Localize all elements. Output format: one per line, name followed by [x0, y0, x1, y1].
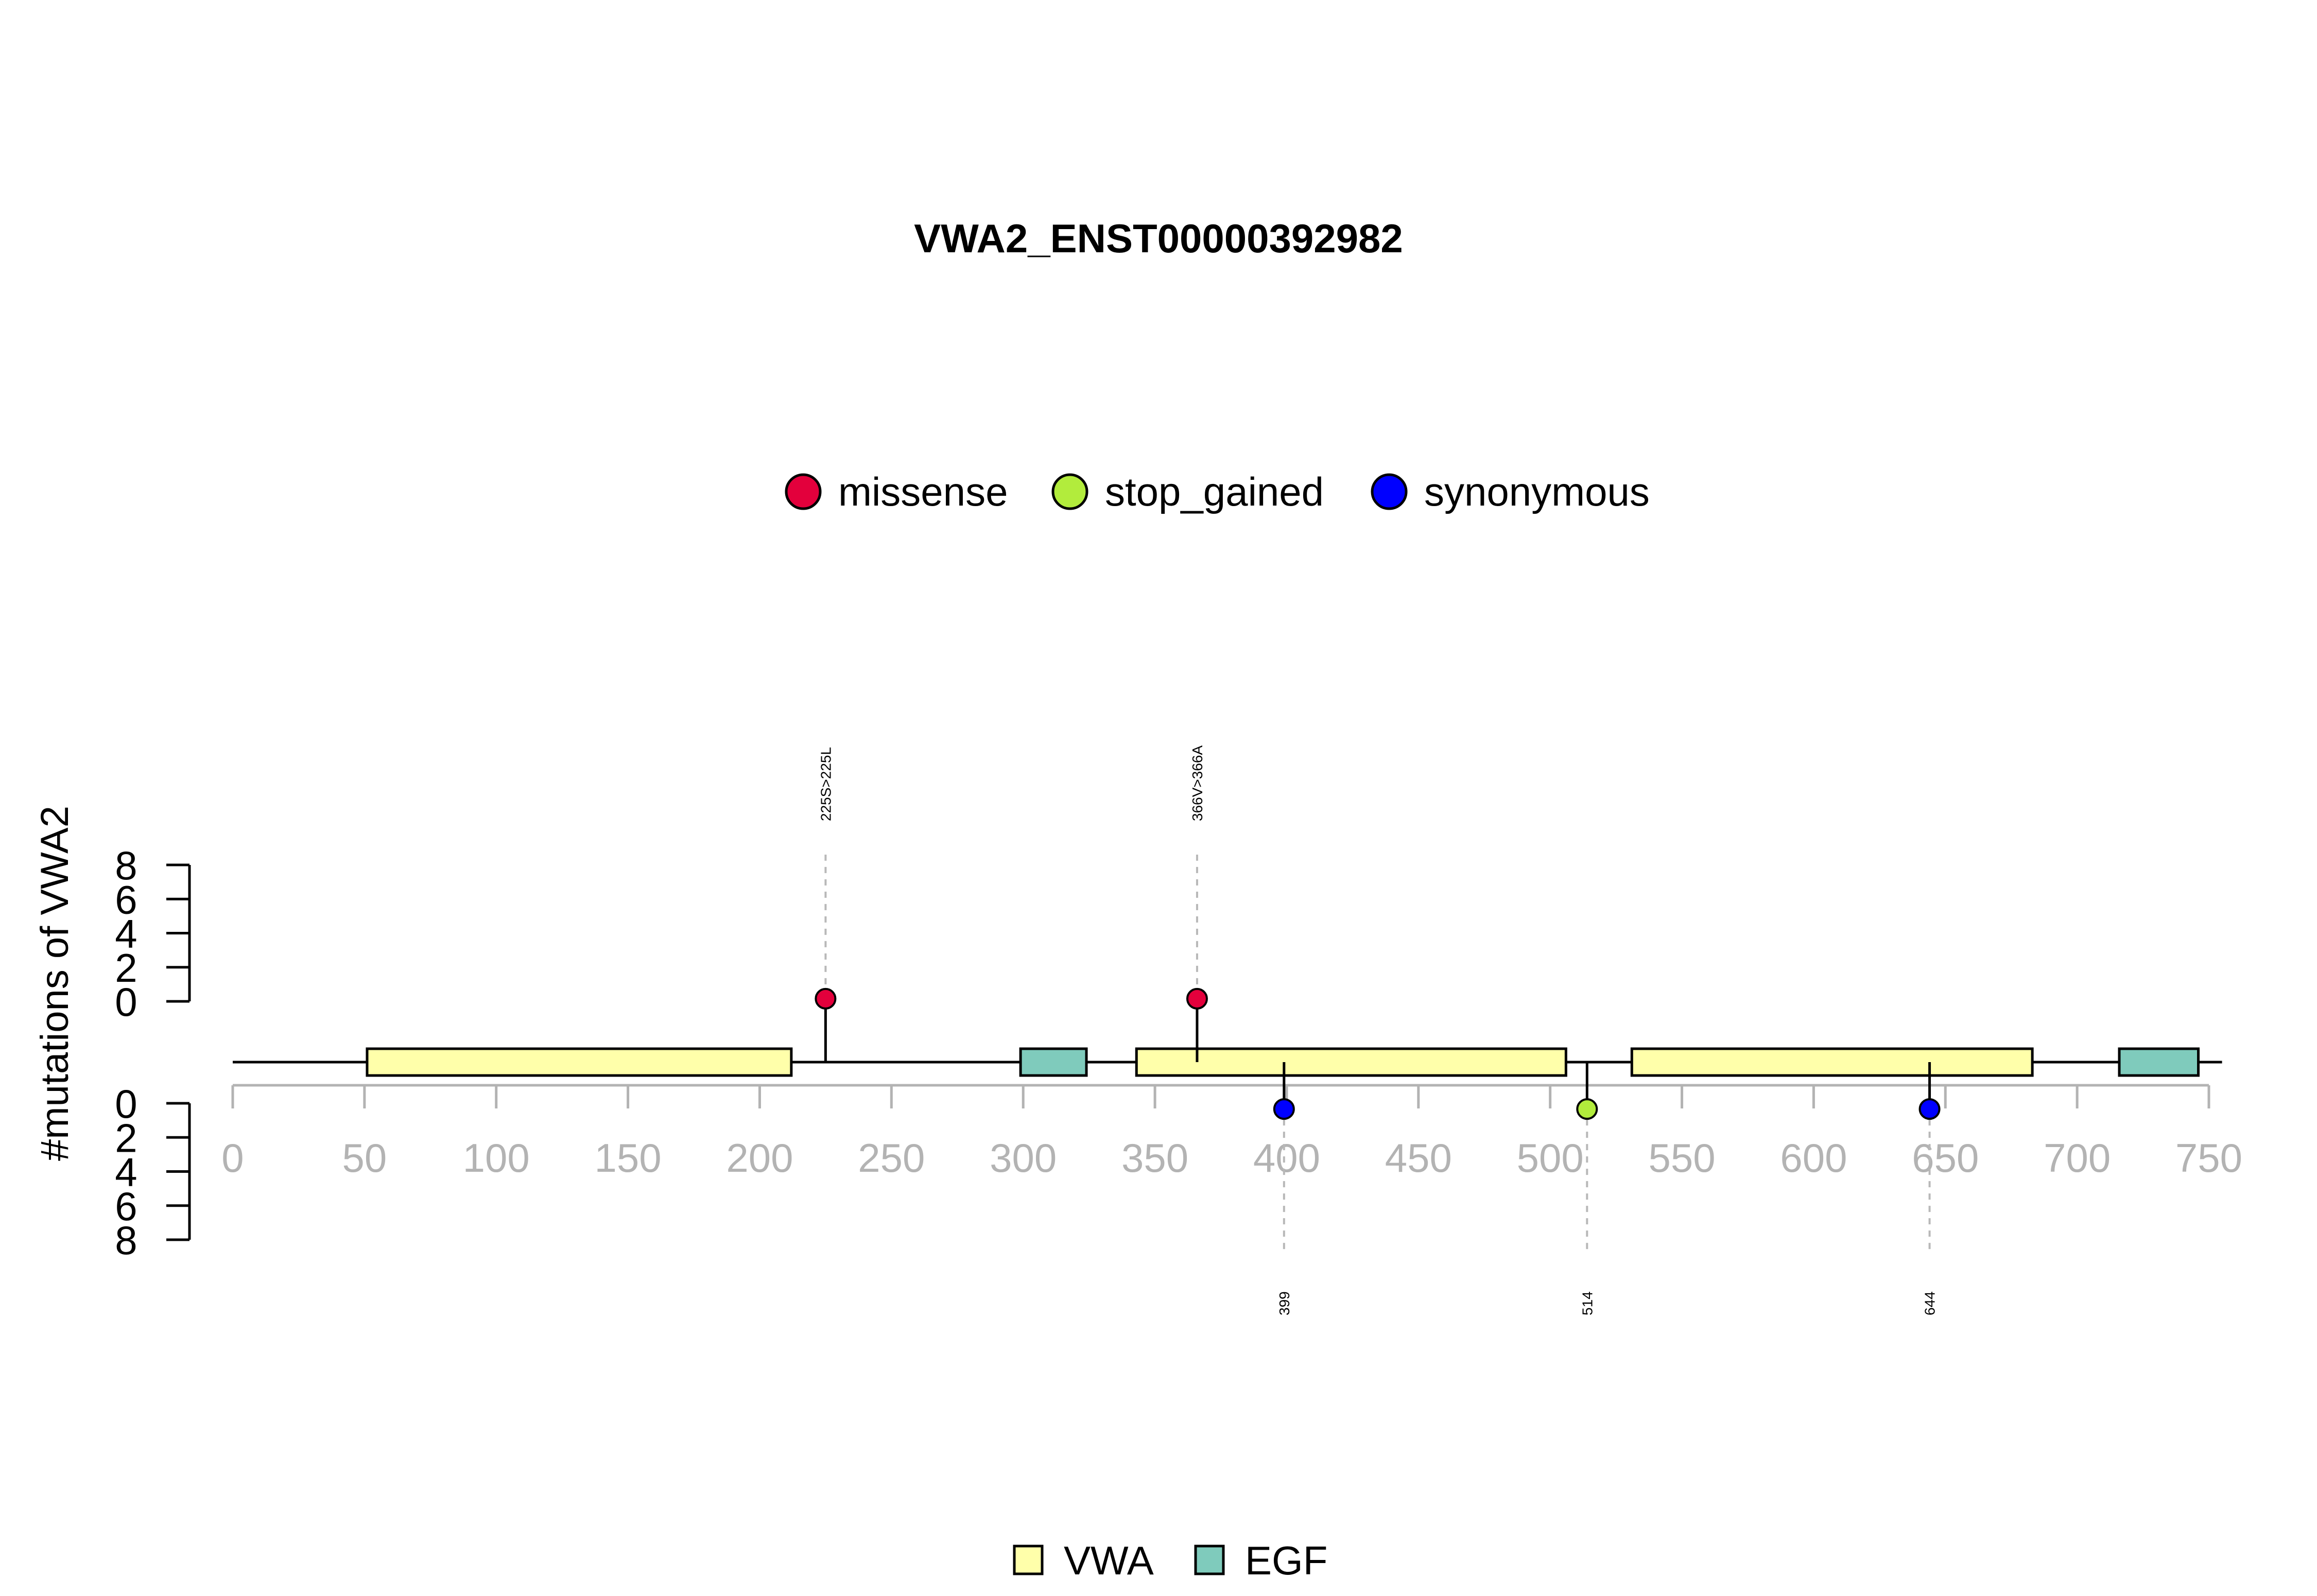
chart-title: VWA2_ENST00000392982	[914, 216, 1403, 261]
y-tick-label-top: 0	[115, 979, 137, 1025]
x-tick-label: 650	[1912, 1135, 1979, 1181]
y-tick-label-top: 4	[115, 911, 137, 957]
lollipop-point	[1273, 1098, 1295, 1120]
legend-label-egf: EGF	[1245, 1538, 1327, 1583]
y-tick-label-bottom: 6	[115, 1184, 137, 1229]
y-tick-label-bottom: 0	[115, 1081, 137, 1126]
x-tick-label: 500	[1517, 1135, 1584, 1181]
y-tick-label-top: 8	[115, 843, 137, 888]
domain-egf	[1019, 1047, 1088, 1077]
lollipop-point	[1186, 987, 1208, 1010]
x-tick-label: 150	[595, 1135, 662, 1181]
legend-swatch-vwa	[1013, 1545, 1044, 1575]
x-tick-label: 50	[342, 1135, 387, 1181]
lollipop-point	[815, 987, 837, 1010]
legend-marker-stop-gained	[1051, 473, 1088, 510]
x-tick-label: 750	[2175, 1135, 2242, 1181]
mutation-label: 514	[1579, 1291, 1595, 1315]
domain-vwa	[366, 1047, 793, 1077]
domain-egf	[2118, 1047, 2200, 1077]
x-tick-label: 550	[1648, 1135, 1715, 1181]
lollipop-point	[1918, 1098, 1941, 1120]
x-tick-label: 600	[1780, 1135, 1847, 1181]
y-tick-label-top: 6	[115, 877, 137, 922]
y-axis-label: #mutations of VWA2	[33, 806, 77, 1161]
mutation-label: 644	[1922, 1291, 1938, 1315]
legend-marker-missense	[785, 473, 822, 510]
mutation-label: 366V>366A	[1189, 745, 1205, 821]
x-tick-label: 350	[1121, 1135, 1188, 1181]
y-tick-label-bottom: 8	[115, 1218, 137, 1263]
legend-label-stop-gained: stop_gained	[1105, 469, 1324, 514]
x-tick-label: 450	[1385, 1135, 1452, 1181]
x-tick-label: 250	[858, 1135, 925, 1181]
legend-swatch-egf	[1194, 1545, 1225, 1575]
legend-label-synonymous: synonymous	[1424, 469, 1650, 514]
legend-marker-synonymous	[1371, 473, 1408, 510]
x-tick-label: 200	[726, 1135, 793, 1181]
y-tick-label-bottom: 2	[115, 1115, 137, 1160]
x-tick-label: 700	[2044, 1135, 2111, 1181]
y-tick-label-bottom: 4	[115, 1150, 137, 1195]
x-tick-label: 300	[990, 1135, 1057, 1181]
mutation-label: 225S>225L	[818, 747, 834, 821]
legend-label-vwa: VWA	[1064, 1538, 1154, 1583]
axes: 0 50 100 150 200 250 300 350 400 450 500 550 600 650 7…	[115, 843, 2242, 1263]
domain-vwa	[1135, 1047, 1567, 1077]
lollipops: 225S>225L 366V>366A 399 514 644	[815, 745, 1941, 1315]
y-tick-label-top: 2	[115, 945, 137, 991]
x-tick-label: 400	[1253, 1135, 1320, 1181]
legend-label-missense: missense	[838, 469, 1008, 514]
domains	[366, 1047, 2200, 1077]
x-tick-label: 100	[463, 1135, 530, 1181]
lollipop-point	[1576, 1098, 1598, 1120]
mutation-legend: missense stop_gained synonymous	[785, 469, 1650, 514]
x-tick-label: 0	[221, 1135, 244, 1181]
domain-legend: VWA EGF	[1013, 1538, 1327, 1583]
mutation-label: 399	[1276, 1291, 1292, 1315]
domain-vwa	[1630, 1047, 2034, 1077]
